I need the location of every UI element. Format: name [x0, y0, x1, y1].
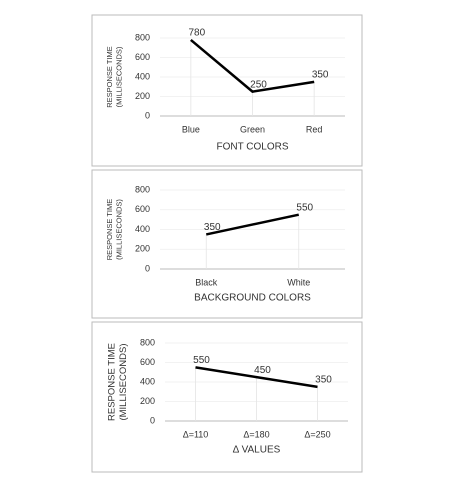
y-axis-title: RESPONSE TIME [107, 343, 118, 421]
y-tick-label: 200 [135, 91, 150, 101]
data-label: 350 [315, 375, 332, 386]
y-tick-label: 800 [140, 337, 155, 347]
panel-frame [91, 321, 363, 473]
y-axis-title: (MILLISECONDS) [114, 46, 123, 107]
y-tick-label: 0 [150, 415, 155, 425]
data-line [195, 366, 318, 389]
x-axis-title: BACKGROUND COLORS [194, 293, 311, 304]
y-axis-title: RESPONSE TIME [105, 199, 114, 261]
data-label: 550 [296, 202, 313, 213]
data-label: 780 [188, 28, 205, 39]
x-tick-label: Black [195, 277, 218, 287]
x-tick-label: Δ=180 [243, 429, 269, 439]
panel-frame [91, 14, 363, 167]
y-tick-label: 0 [145, 110, 150, 120]
x-tick-label: White [287, 277, 310, 287]
data-line [190, 38, 315, 93]
y-tick-label: 600 [135, 204, 150, 214]
x-tick-label: Green [240, 124, 265, 134]
x-axis-title: FONT COLORS [216, 142, 288, 153]
data-label: 450 [254, 365, 271, 376]
y-tick-label: 800 [135, 32, 150, 42]
panel-frame [91, 169, 363, 319]
x-tick-label: Δ=110 [183, 429, 209, 439]
y-tick-label: 400 [135, 71, 150, 81]
data-line [205, 213, 300, 236]
data-label: 250 [250, 79, 267, 90]
y-tick-label: 600 [135, 52, 150, 62]
y-tick-label: 400 [140, 376, 155, 386]
data-label: 350 [204, 222, 221, 233]
y-axis-title: (MILLISECONDS) [118, 343, 129, 420]
x-tick-label: Δ=250 [304, 429, 330, 439]
y-tick-label: 600 [140, 357, 155, 367]
x-tick-label: Blue [182, 124, 200, 134]
y-tick-label: 200 [140, 396, 155, 406]
y-axis-title: RESPONSE TIME [105, 46, 114, 108]
y-tick-label: 200 [135, 244, 150, 254]
x-tick-label: Red [306, 124, 323, 134]
y-tick-label: 0 [145, 263, 150, 273]
x-axis-title: Δ VALUES [233, 445, 281, 456]
data-label: 350 [312, 70, 329, 81]
y-tick-label: 800 [135, 184, 150, 194]
y-tick-label: 400 [135, 224, 150, 234]
y-axis-title: (MILLISECONDS) [114, 199, 123, 260]
data-label: 550 [193, 355, 210, 366]
